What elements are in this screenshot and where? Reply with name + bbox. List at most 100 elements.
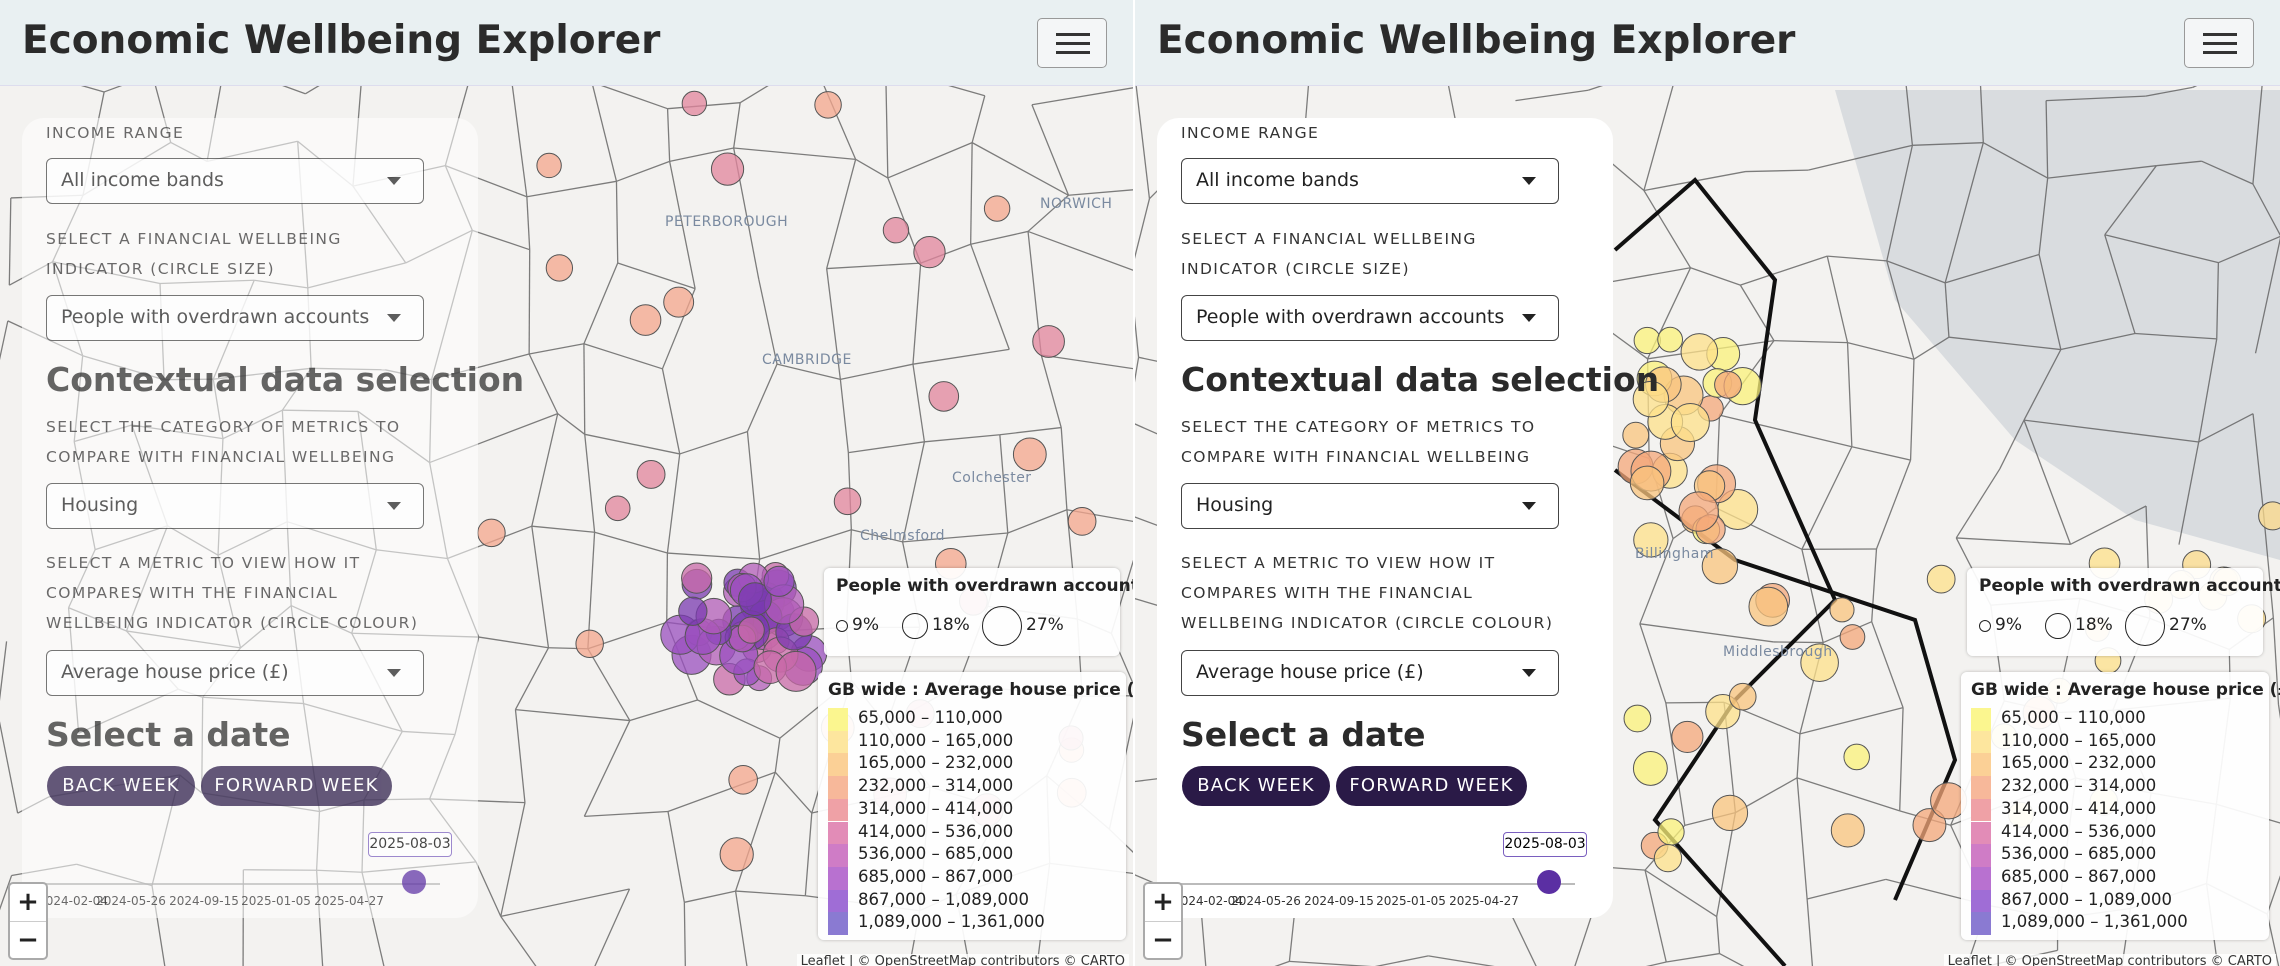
boundary: [887, 142, 973, 179]
area-circle: [913, 235, 946, 269]
boundary: [583, 343, 586, 435]
timeline-tick: 2024-05-26: [1231, 894, 1301, 908]
boundary: [1274, 960, 1290, 966]
menu-bar: [2203, 42, 2237, 45]
select-value: All income bands: [1196, 169, 1359, 191]
area-circle: [536, 152, 562, 179]
boundary: [2104, 234, 2136, 334]
area-circle: [882, 216, 910, 244]
size-legend-label: 27%: [2169, 615, 2207, 635]
color-swatch: [828, 730, 848, 754]
color-legend: GB wide : Average house price (£) 65,000 …: [818, 672, 1133, 940]
app-title: Economic Wellbeing Explorer: [22, 18, 661, 63]
attribution[interactable]: Leaflet | © OpenStreetMap contributors ©…: [1943, 954, 2276, 966]
boundary: [776, 363, 841, 381]
boundary: [666, 453, 681, 554]
boundary: [2070, 505, 2147, 545]
boundary: [1135, 198, 1151, 259]
boundary: [2038, 254, 2062, 350]
caret: [1522, 314, 1536, 322]
color-swatch: [828, 708, 848, 731]
select-value: Average house price (£): [61, 661, 289, 683]
category-label: SELECT THE CATEGORY OF METRICS TO COMPAR…: [46, 418, 401, 466]
color-swatch: [1971, 730, 1991, 754]
color-swatch: [1971, 844, 1991, 867]
boundary: [1428, 955, 1495, 966]
indicator-select[interactable]: People with overdrawn accounts: [46, 295, 424, 341]
place-label: PETERBOROUGH: [665, 214, 789, 230]
boundary: [848, 441, 925, 454]
forward-week-button[interactable]: FORWARD WEEK: [201, 766, 392, 806]
area-circle: [2258, 501, 2280, 531]
boundary: [1040, 354, 1062, 428]
boundary: [1847, 341, 1915, 360]
income-select[interactable]: All income bands: [1181, 158, 1559, 204]
boundary: [804, 812, 813, 896]
boundary: [2272, 617, 2280, 705]
attribution[interactable]: Leaflet | © OpenStreetMap contributors ©…: [796, 954, 1129, 966]
income-select[interactable]: All income bands: [46, 158, 424, 204]
back-week-button[interactable]: BACK WEEK: [47, 766, 195, 806]
color-legend-label: 536,000 – 685,000: [2001, 844, 2157, 864]
zoom-out[interactable]: −: [10, 921, 46, 958]
color-swatch: [828, 912, 848, 935]
area-circle: [1711, 794, 1749, 832]
boundary: [1031, 87, 1133, 106]
boundary: [2134, 332, 2217, 340]
select-value: People with overdrawn accounts: [1196, 306, 1505, 328]
color-legend-label: 165,000 – 232,000: [2001, 753, 2157, 773]
boundary: [1041, 354, 1133, 370]
boundary: [1944, 282, 1950, 338]
area-circle: [1032, 325, 1065, 358]
menu-button[interactable]: [1037, 18, 1107, 68]
boundary: [746, 363, 778, 432]
area-circle: [710, 152, 745, 186]
boundary: [826, 268, 842, 380]
menu-button[interactable]: [2184, 18, 2254, 68]
boundary: [1644, 869, 1667, 963]
color-swatch: [1971, 821, 1991, 845]
boundary: [734, 890, 748, 966]
caret: [1522, 177, 1536, 185]
metric-select[interactable]: Average house price (£): [46, 650, 424, 696]
category-select[interactable]: Housing: [1181, 483, 1559, 529]
boundary: [666, 553, 669, 623]
timeline-handle[interactable]: [402, 870, 426, 894]
boundary: [735, 890, 806, 897]
category-select[interactable]: Housing: [46, 483, 424, 529]
boundary: [2218, 235, 2280, 264]
boundary: [1827, 255, 1887, 262]
current-date: 2025-08-03: [1503, 832, 1587, 857]
sea: [1835, 90, 2280, 560]
income-label: INCOME RANGE: [46, 124, 185, 142]
boundary: [1886, 260, 1946, 284]
timeline-tick: 2024-09-15: [169, 894, 239, 908]
boundary: [584, 434, 596, 533]
boundary: [514, 709, 526, 803]
zoom-in[interactable]: +: [1152, 887, 1174, 917]
boundary: [2023, 349, 2062, 421]
color-legend-label: 414,000 – 536,000: [2001, 821, 2157, 841]
timeline-tick: 2025-04-27: [314, 894, 384, 908]
caret: [387, 669, 401, 677]
map-panel: Billingham Middlesbrough Economic Wellbein…: [1135, 0, 2280, 966]
boundary: [912, 263, 922, 365]
boundary: [8, 197, 12, 286]
menu-bar: [2203, 33, 2237, 36]
zoom-in[interactable]: +: [17, 887, 39, 917]
back-week-button[interactable]: BACK WEEK: [1182, 766, 1330, 806]
metric-select[interactable]: Average house price (£): [1181, 650, 1559, 696]
boundary: [924, 434, 1000, 443]
area-circle: [1728, 682, 1757, 711]
boundary: [587, 532, 596, 649]
timeline-handle[interactable]: [1537, 870, 1561, 894]
forward-week-button[interactable]: FORWARD WEEK: [1336, 766, 1527, 806]
zoom-out[interactable]: −: [1145, 921, 1181, 958]
color-swatch: [1971, 889, 1991, 913]
indicator-select[interactable]: People with overdrawn accounts: [1181, 295, 1559, 341]
boundary: [1665, 702, 1686, 826]
color-swatch: [1971, 708, 1991, 731]
size-legend-title: People with overdrawn accounts: [1979, 576, 2280, 596]
color-legend-label: 867,000 – 1,089,000: [2001, 889, 2172, 909]
boundary: [0, 875, 13, 911]
